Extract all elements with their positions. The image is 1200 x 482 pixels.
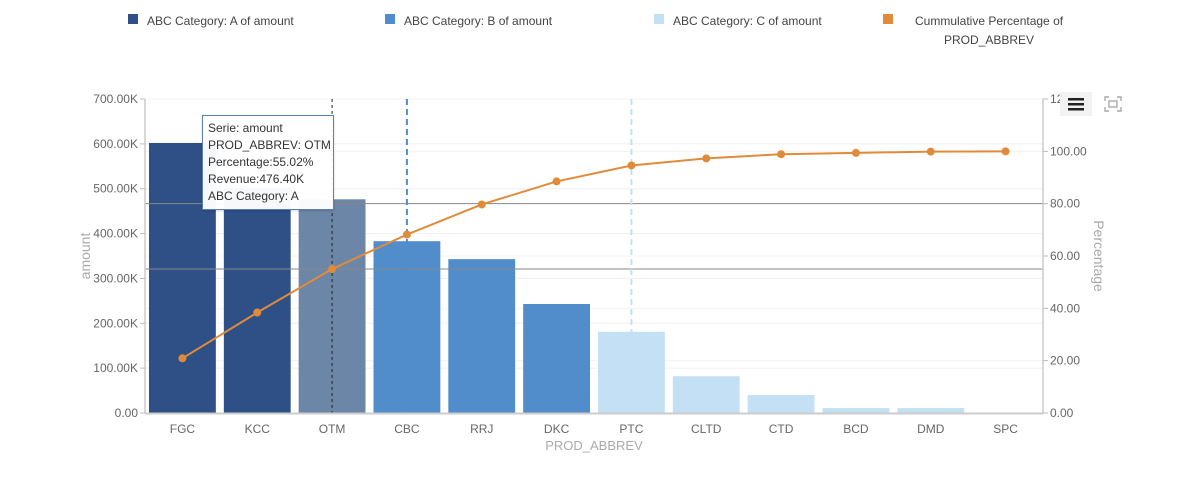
y-axis-title: amount xyxy=(77,233,93,280)
x-tick-label: CLTD xyxy=(691,422,722,436)
y2-axis-title: Percentage xyxy=(1091,220,1107,292)
y-tick-label: 0.00 xyxy=(115,406,139,420)
chart-legend: ABC Category: A of amount ABC Category: … xyxy=(0,12,1200,62)
legend-swatch-b xyxy=(385,14,395,24)
line-point-DKC[interactable] xyxy=(552,177,561,186)
y2-tick-label: 20.00 xyxy=(1050,354,1080,368)
legend-item-cumulative[interactable]: Cummulative Percentage of PROD_ABBREV xyxy=(883,12,1063,50)
axes: 0.00 100.00K 200.00K 300.00K 400.00K 500.00K 6… xyxy=(77,92,1107,453)
tooltip-category: ABC Category: A xyxy=(208,189,299,203)
y2-tick-label: 80.00 xyxy=(1050,197,1080,211)
x-tick-label: DKC xyxy=(544,422,570,436)
line-point-SPC[interactable] xyxy=(1001,147,1010,156)
tooltip-percentage: Percentage:55.02% xyxy=(208,155,314,169)
x-tick-label: CBC xyxy=(394,422,420,436)
x-tick-label: RRJ xyxy=(470,422,493,436)
legend-label: ABC Category: C of amount xyxy=(673,14,822,28)
bar-CLTD[interactable] xyxy=(672,376,740,413)
y-tick-label: 600.00K xyxy=(93,137,138,151)
line-point-KCC[interactable] xyxy=(253,308,262,317)
y-tick-label: 300.00K xyxy=(93,271,138,285)
line-point-BCD[interactable] xyxy=(851,148,860,157)
y-tick-label: 200.00K xyxy=(93,316,138,330)
line-point-CTD[interactable] xyxy=(777,150,786,159)
x-axis-title: PROD_ABBREV xyxy=(545,438,643,453)
y2-tick-label: 0.00 xyxy=(1050,406,1074,420)
bar-RRJ[interactable] xyxy=(448,259,516,413)
tooltip-revenue: Revenue:476.40K xyxy=(208,172,305,186)
line-point-OTM[interactable] xyxy=(328,265,337,274)
legend-label: ABC Category: A of amount xyxy=(147,14,294,28)
tooltip-serie: Serie: amount xyxy=(208,121,283,135)
bar-DKC[interactable] xyxy=(523,303,590,413)
x-tick-label: PTC xyxy=(619,422,643,436)
x-tick-label: OTM xyxy=(319,422,346,436)
line-point-PTC[interactable] xyxy=(627,161,636,170)
line-point-DMD[interactable] xyxy=(926,147,935,156)
legend-swatch-a xyxy=(128,14,138,24)
fullscreen-button[interactable] xyxy=(1100,92,1126,116)
y2-tick-label: 60.00 xyxy=(1050,249,1080,263)
legend-swatch-c xyxy=(654,14,664,24)
legend-item-category-a[interactable]: ABC Category: A of amount xyxy=(128,12,294,31)
legend-label: Cummulative Percentage of PROD_ABBREV xyxy=(915,12,1063,50)
x-tick-label: SPC xyxy=(993,422,1018,436)
bar-BCD[interactable] xyxy=(822,408,890,413)
x-tick-label: FGC xyxy=(170,422,196,436)
legend-label-line2: PROD_ABBREV xyxy=(944,33,1035,47)
legend-label-line1: Cummulative Percentage of xyxy=(915,14,1064,28)
legend-item-category-b[interactable]: ABC Category: B of amount xyxy=(385,12,552,31)
x-tick-label: BCD xyxy=(843,422,869,436)
tooltip-prod: PROD_ABBREV: OTM xyxy=(208,138,331,152)
legend-swatch-cumulative xyxy=(883,14,893,24)
category-markers xyxy=(331,99,633,413)
line-point-RRJ[interactable] xyxy=(477,200,486,209)
line-point-CLTD[interactable] xyxy=(702,154,711,163)
cumulative-line xyxy=(178,147,1010,363)
y-tick-label: 100.00K xyxy=(93,361,138,375)
fullscreen-icon xyxy=(1104,96,1122,112)
chart-menu-button[interactable] xyxy=(1060,92,1092,116)
legend-item-category-c[interactable]: ABC Category: C of amount xyxy=(654,12,822,31)
y-tick-label: 400.00K xyxy=(93,227,138,241)
hamburger-menu-icon xyxy=(1068,98,1084,111)
bar-CBC[interactable] xyxy=(373,241,441,413)
x-tick-label: CTD xyxy=(769,422,794,436)
x-tick-label: DMD xyxy=(917,422,945,436)
legend-label: ABC Category: B of amount xyxy=(404,14,553,28)
bar-CTD[interactable] xyxy=(747,395,815,413)
y-tick-label: 500.00K xyxy=(93,182,138,196)
line-point-FGC[interactable] xyxy=(178,354,187,363)
chart-tooltip: Serie: amount PROD_ABBREV: OTM Percentag… xyxy=(202,115,334,210)
bar-DMD[interactable] xyxy=(897,408,965,413)
line-point-CBC[interactable] xyxy=(402,230,411,239)
y-tick-label: 700.00K xyxy=(93,92,138,106)
y2-tick-label: 40.00 xyxy=(1050,301,1080,315)
x-tick-label: KCC xyxy=(245,422,271,436)
y2-tick-label: 100.00 xyxy=(1050,144,1087,158)
bar-KCC[interactable] xyxy=(223,187,291,413)
